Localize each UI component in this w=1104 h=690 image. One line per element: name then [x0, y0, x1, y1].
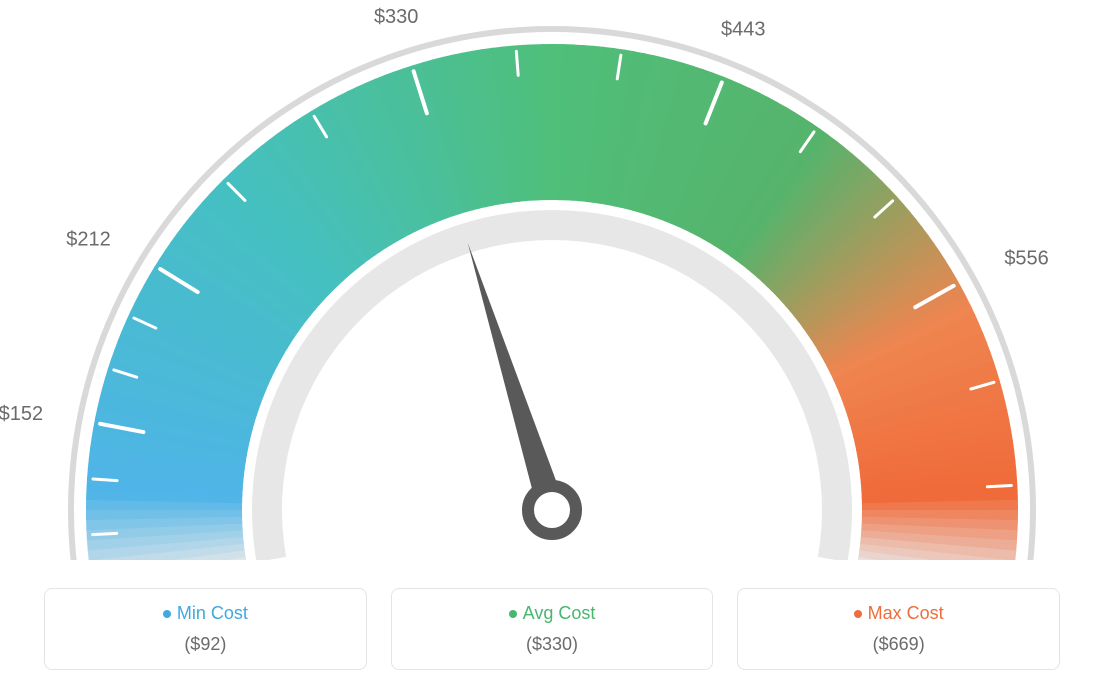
gauge-chart: $92$152$212$330$443$556$669 — [0, 0, 1104, 560]
svg-text:$330: $330 — [374, 6, 419, 28]
legend-label-max: Max Cost — [868, 603, 944, 623]
legend-card-max: Max Cost ($669) — [737, 588, 1060, 670]
legend-card-min: Min Cost ($92) — [44, 588, 367, 670]
legend-value-min: ($92) — [45, 634, 366, 655]
gauge-svg: $92$152$212$330$443$556$669 — [0, 0, 1104, 560]
legend-dot-min — [163, 610, 171, 618]
legend-dot-max — [854, 610, 862, 618]
svg-text:$152: $152 — [0, 403, 43, 425]
legend-card-avg: Avg Cost ($330) — [391, 588, 714, 670]
svg-text:$212: $212 — [66, 229, 111, 251]
legend-row: Min Cost ($92) Avg Cost ($330) Max Cost … — [44, 588, 1060, 670]
legend-dot-avg — [509, 610, 517, 618]
legend-value-avg: ($330) — [392, 634, 713, 655]
svg-text:$556: $556 — [1004, 248, 1049, 270]
legend-title-avg: Avg Cost — [392, 603, 713, 624]
legend-label-avg: Avg Cost — [523, 603, 596, 623]
legend-value-max: ($669) — [738, 634, 1059, 655]
svg-text:$443: $443 — [721, 19, 766, 41]
legend-label-min: Min Cost — [177, 603, 248, 623]
legend-title-max: Max Cost — [738, 603, 1059, 624]
legend-title-min: Min Cost — [45, 603, 366, 624]
cost-gauge-container: $92$152$212$330$443$556$669 Min Cost ($9… — [0, 0, 1104, 690]
